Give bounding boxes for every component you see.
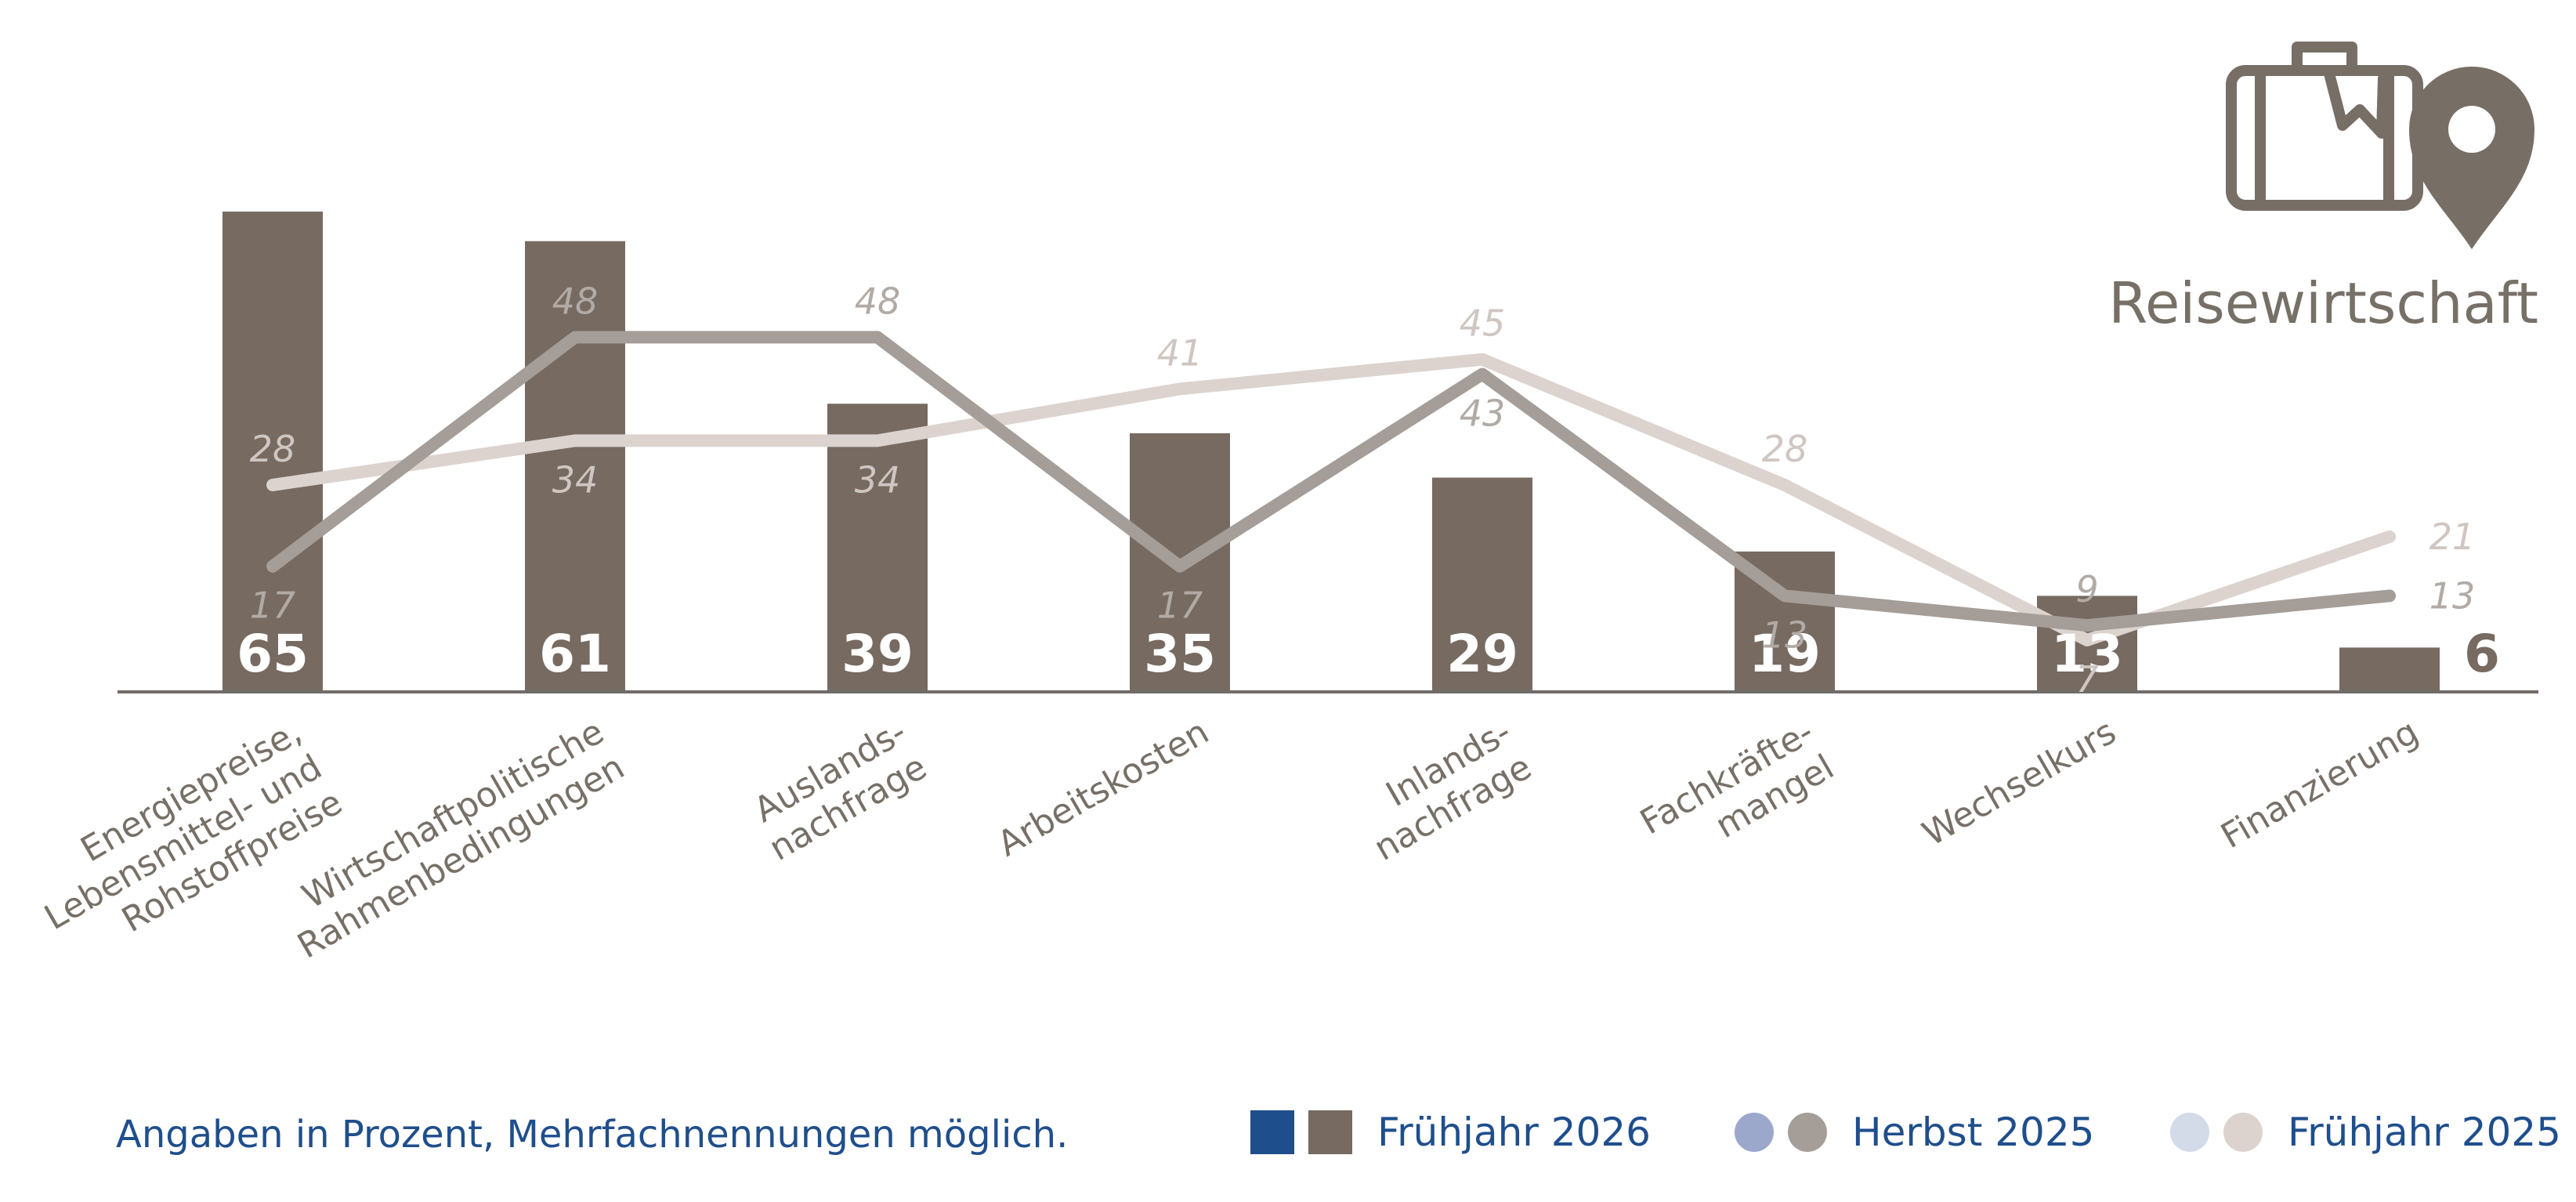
- chart-title: Reisewirtschaft: [2108, 270, 2538, 336]
- data-label: 35: [1144, 624, 1216, 684]
- data-label: 13: [2051, 624, 2123, 684]
- data-label: 17: [1157, 585, 1203, 627]
- line-series: [266, 331, 2396, 646]
- legend-dot-blue: [1735, 1113, 1774, 1152]
- data-label: 48: [552, 280, 599, 322]
- data-label: 65: [237, 624, 309, 684]
- data-label: 29: [1446, 624, 1518, 684]
- data-label: 13: [2429, 574, 2476, 617]
- data-label: 39: [841, 624, 914, 684]
- data-label: 48: [855, 280, 901, 322]
- data-label: 41: [1157, 331, 1203, 374]
- data-label: 43: [1460, 393, 1506, 435]
- bar: [827, 404, 928, 692]
- legend-dot-blue: [2170, 1113, 2209, 1152]
- suitcase-location-pin-icon: [2226, 42, 2534, 249]
- legend-item-fruehjahr-2026: Frühjahr 2026: [1250, 1105, 1651, 1160]
- bar: [223, 212, 323, 692]
- bar: [525, 241, 625, 692]
- category-label: Auslands-nachfrage: [742, 711, 933, 868]
- data-label: 7: [2075, 658, 2098, 701]
- legend-swatch-blue: [1250, 1110, 1294, 1154]
- data-label: 61: [539, 624, 611, 684]
- data-label: 34: [552, 458, 599, 501]
- category-label: Finanzierung: [2214, 711, 2425, 856]
- data-label: 19: [1749, 624, 1821, 684]
- legend-label: Herbst 2025: [1852, 1110, 2095, 1155]
- legend-dot-line: [2223, 1113, 2263, 1152]
- category-label: Wechselkurs: [1916, 711, 2123, 854]
- data-label: 28: [250, 428, 296, 470]
- data-label: 45: [1460, 302, 1506, 345]
- footnote: Angaben in Prozent, Mehrfachnennungen mö…: [116, 1113, 1069, 1157]
- category-labels: Energiepreise,Lebensmittel- undRohstoffp…: [38, 711, 2425, 966]
- category-label: Inlands-nachfrage: [1347, 711, 1538, 868]
- line-herbst-2025: [266, 331, 2396, 632]
- legend-label: Frühjahr 2026: [1377, 1110, 1651, 1155]
- legend-label: Frühjahr 2025: [2288, 1110, 2561, 1155]
- legend-swatch-bar: [1308, 1110, 1352, 1154]
- data-label: 13: [1762, 614, 1808, 656]
- category-label: Fachkräfte-mangel: [1634, 711, 1840, 878]
- bar-series: [223, 212, 2440, 692]
- legend-item-herbst-2025: Herbst 2025: [1735, 1105, 2094, 1160]
- legend-item-fruehjahr-2025: Frühjahr 2025: [2170, 1105, 2561, 1160]
- category-label: Arbeitskosten: [991, 711, 1216, 864]
- data-label: 21: [2429, 516, 2476, 558]
- category-label: WirtschaftpolitischeRahmenbedingungen: [270, 711, 631, 966]
- data-label: 9: [2075, 568, 2098, 610]
- bar: [2339, 647, 2440, 692]
- data-label: 17: [250, 585, 296, 627]
- bar: [1432, 477, 1532, 692]
- data-label: 6: [2464, 624, 2500, 684]
- legend-dot-line: [1788, 1113, 1827, 1152]
- data-label: 28: [1762, 428, 1808, 470]
- data-label: 34: [855, 458, 901, 501]
